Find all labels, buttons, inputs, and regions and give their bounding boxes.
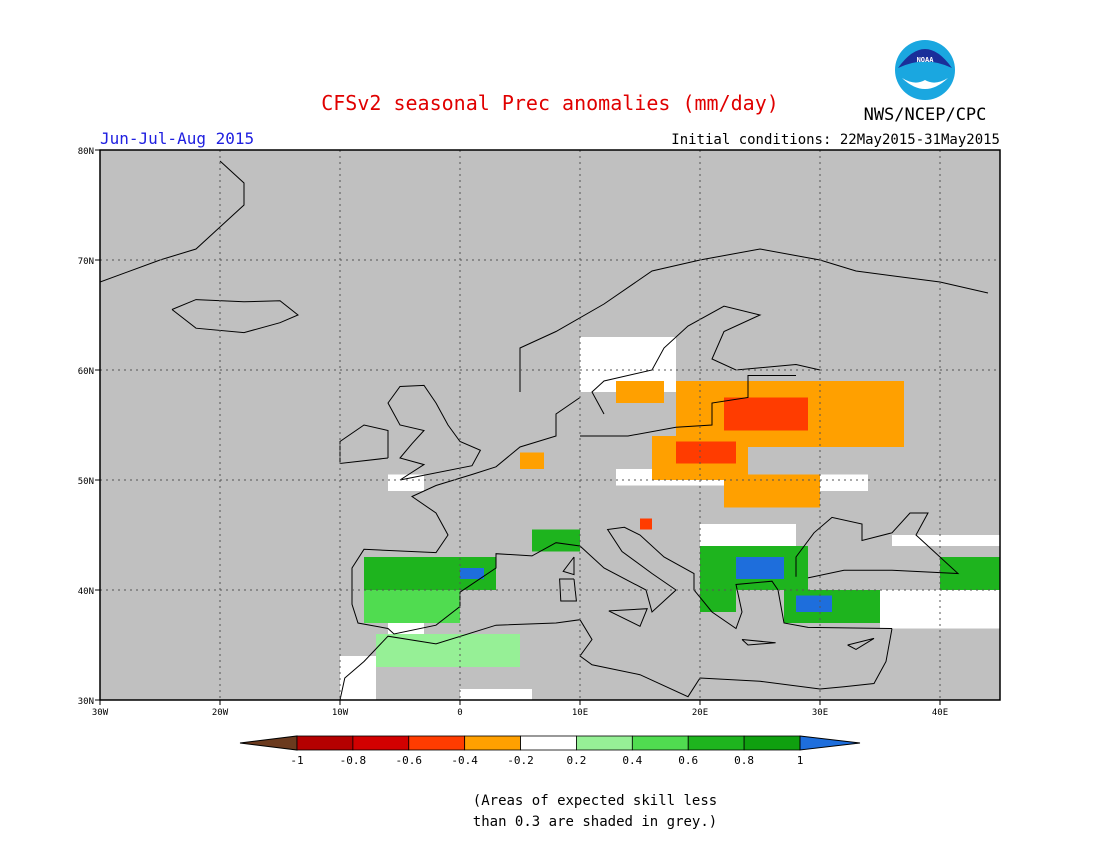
colorbar-label: 0.6 xyxy=(678,754,698,767)
lat-tick-label: 70N xyxy=(78,257,94,267)
coastline xyxy=(339,619,893,700)
neutral-patch xyxy=(820,474,868,491)
coastline xyxy=(1024,519,1084,569)
coastline xyxy=(559,578,577,602)
anomaly-region xyxy=(724,474,820,508)
colorbar-label: 0.8 xyxy=(734,754,754,767)
lon-tick-label: 10E xyxy=(572,708,588,718)
anomaly-region xyxy=(640,518,652,530)
anomaly-region xyxy=(520,452,544,469)
longitude-axis: 30W 20W 10W 0 10E 20E 30E 40E xyxy=(92,700,948,718)
lon-tick-label: 10W xyxy=(332,708,349,718)
colorbar-box xyxy=(687,735,745,751)
colorbar-label: 0.4 xyxy=(622,754,642,767)
neutral-patch xyxy=(700,524,796,546)
lon-tick-label: 20E xyxy=(692,708,708,718)
coastline xyxy=(562,556,575,576)
noaa-logo-text: NOAA xyxy=(917,56,935,64)
coastline xyxy=(847,637,875,650)
noaa-logo: NOAA xyxy=(895,40,955,100)
colorbar-low-arrow xyxy=(239,735,298,751)
coastline xyxy=(795,512,960,579)
lat-tick-label: 80N xyxy=(78,147,94,157)
lat-tick-label: 50N xyxy=(78,477,94,487)
colorbar-box xyxy=(576,735,633,751)
map-panel: 80N 70N 60N 50N 40N 30N 30W 20W 10W 0 10E 20E 30E 40… xyxy=(78,147,1084,718)
colorbar-label: -0.4 xyxy=(451,754,478,767)
colorbar-label: -0.8 xyxy=(340,754,367,767)
coastline xyxy=(171,299,299,334)
colorbar-high-arrow xyxy=(799,735,861,751)
lon-tick-label: 0 xyxy=(457,708,462,718)
coastline xyxy=(741,639,776,646)
lat-tick-label: 30N xyxy=(78,697,94,707)
colorbar-label: -0.2 xyxy=(507,754,534,767)
lon-tick-label: 40E xyxy=(932,708,948,718)
coastline xyxy=(608,608,648,627)
anomaly-shading xyxy=(364,381,1000,667)
neutral-patch xyxy=(892,535,1000,546)
anomaly-region xyxy=(736,557,784,579)
season-label: Jun-Jul-Aug 2015 xyxy=(100,129,254,148)
lon-tick-label: 20W xyxy=(212,708,229,718)
anomaly-region xyxy=(796,595,832,612)
colorbar-box xyxy=(743,735,801,751)
footnote-line-2: than 0.3 are shaded in grey.) xyxy=(473,814,717,830)
colorbar-box xyxy=(296,735,354,751)
footnote-line-1: (Areas of expected skill less xyxy=(473,793,717,809)
colorbar-box xyxy=(408,735,466,751)
colorbar-box xyxy=(464,735,521,751)
colorbar-label: -0.6 xyxy=(396,754,423,767)
chart-title: CFSv2 seasonal Prec anomalies (mm/day) xyxy=(321,91,779,115)
colorbar-label: 0.2 xyxy=(567,754,587,767)
neutral-patch xyxy=(388,474,424,491)
neutral-patch xyxy=(880,590,1000,629)
anomaly-region xyxy=(460,568,484,579)
coastline xyxy=(351,397,893,635)
colorbar-label: 1 xyxy=(797,754,804,767)
white-neutral-areas xyxy=(340,337,1000,700)
lat-tick-label: 40N xyxy=(78,587,94,597)
anomaly-region xyxy=(676,441,736,464)
coastline xyxy=(580,375,796,437)
colorbar-box xyxy=(631,735,689,751)
anomaly-region xyxy=(700,579,736,612)
colorbar-box xyxy=(352,735,410,751)
anomaly-region xyxy=(532,529,580,552)
anomaly-region xyxy=(364,590,460,623)
lat-tick-label: 60N xyxy=(78,367,94,377)
anomaly-region xyxy=(724,397,808,431)
lon-tick-label: 30W xyxy=(92,708,109,718)
colorbar-label: -1 xyxy=(290,754,303,767)
lon-tick-label: 30E xyxy=(812,708,828,718)
anomaly-region xyxy=(376,634,520,667)
gridlines xyxy=(100,150,1000,700)
neutral-patch xyxy=(460,689,532,700)
neutral-patch xyxy=(340,656,376,700)
colorbar-box xyxy=(520,735,577,751)
map-frame xyxy=(99,149,1001,701)
coastline xyxy=(387,384,482,481)
coastline xyxy=(339,424,389,465)
initial-conditions-label: Initial conditions: 22May2015-31May2015 xyxy=(671,132,1000,148)
colorbar: -1 -0.8 -0.6 -0.4 -0.2 0.2 0.4 0.6 0.8 1 xyxy=(239,735,861,767)
latitude-axis: 80N 70N 60N 50N 40N 30N xyxy=(78,147,100,707)
agency-label: NWS/NCEP/CPC xyxy=(864,105,987,125)
anomaly-region xyxy=(616,381,664,403)
